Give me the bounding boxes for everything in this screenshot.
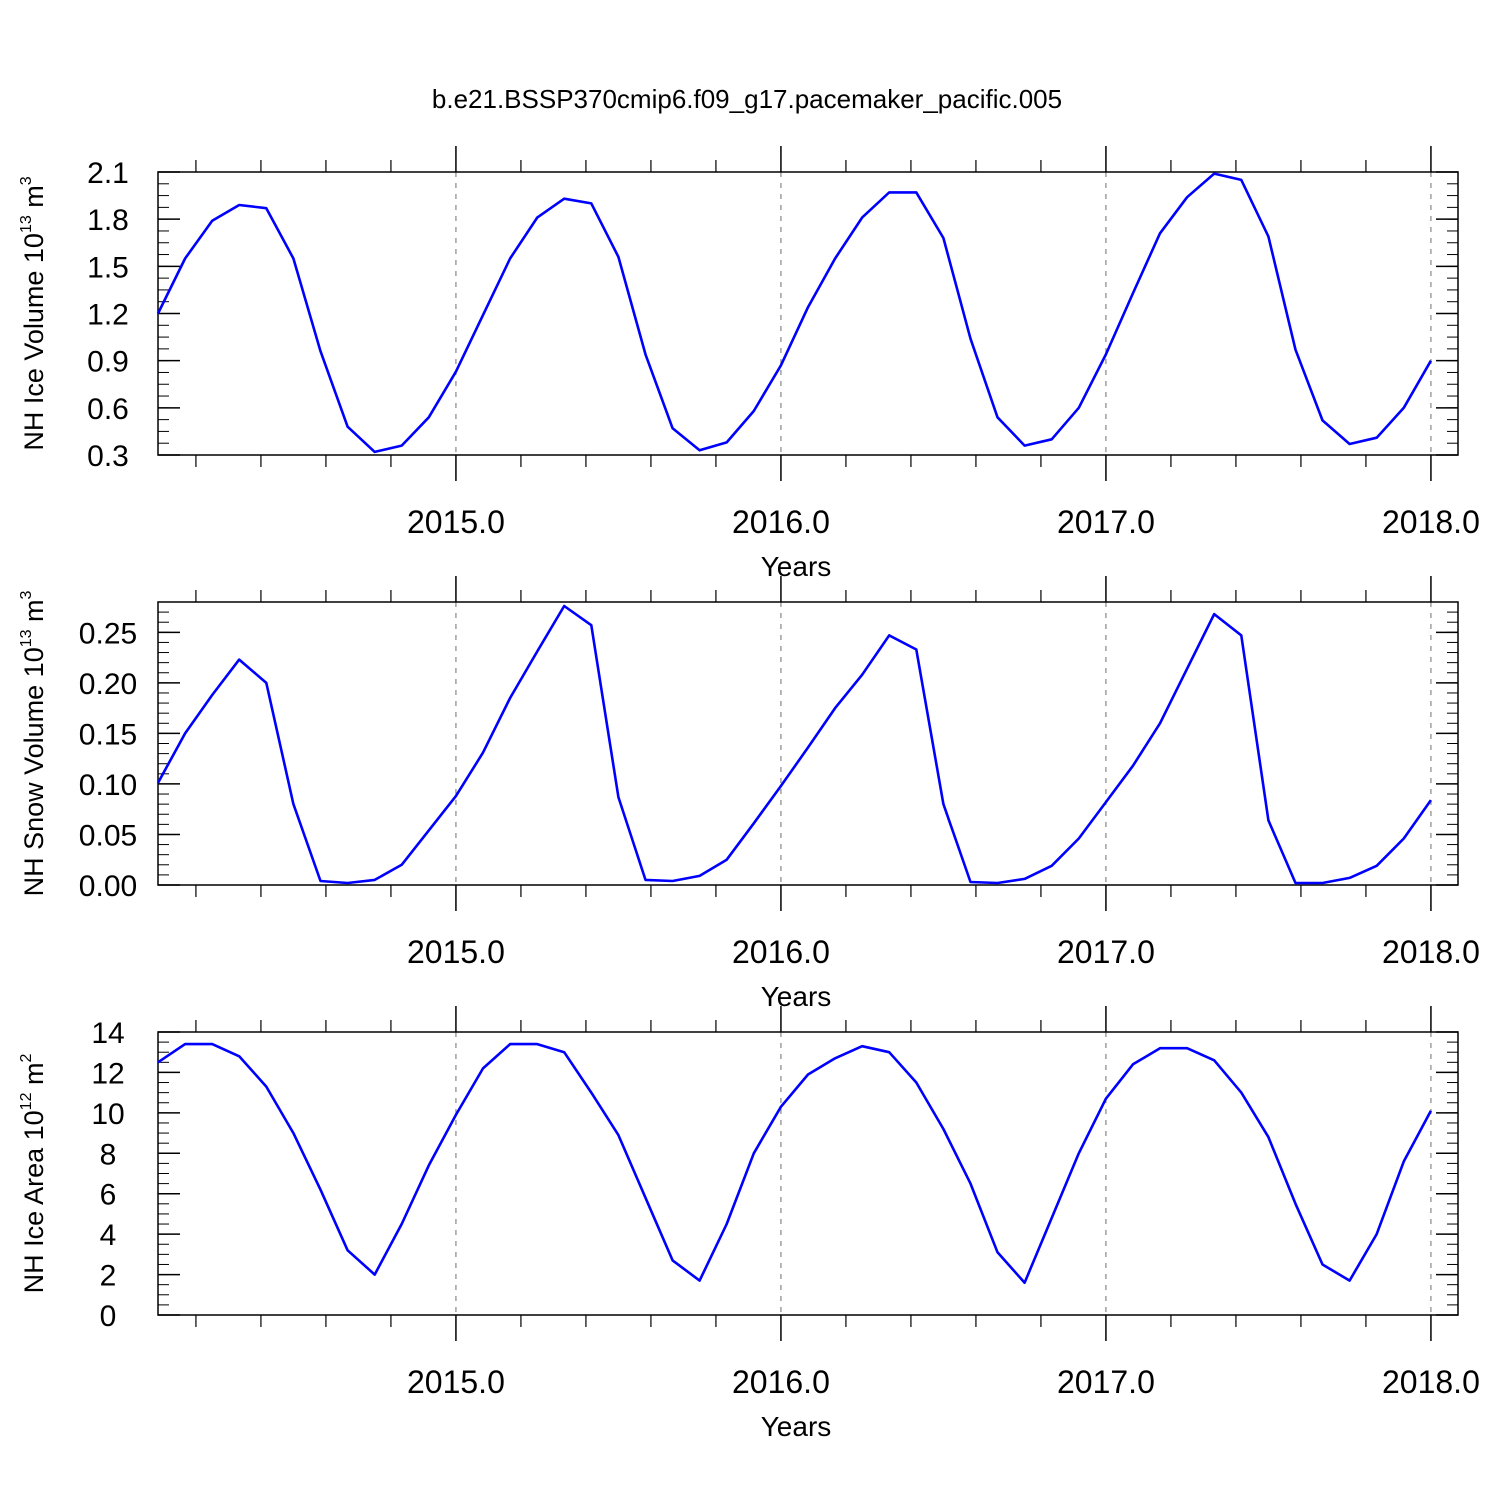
panel-2-y-label-text: m	[19, 599, 49, 629]
panel-2-x-tick-label: 2018.0	[1382, 934, 1480, 970]
panel-1-y-label-superscript: 13	[18, 215, 35, 233]
figure-title: b.e21.BSSP370cmip6.f09_g17.pacemaker_pac…	[432, 84, 1062, 114]
panel-2-y-label-text: NH Snow Volume 10	[19, 647, 49, 896]
panel-2-x-tick-label: 2015.0	[407, 934, 505, 970]
panel-2-y-tick-label: 0.05	[79, 819, 137, 852]
panel-2-y-tick-label: 0.25	[79, 617, 137, 650]
panel-3-x-tick-label: 2015.0	[407, 1364, 505, 1400]
panel-2-y-label-superscript: 13	[18, 629, 35, 647]
panel-3-y-label-text: NH Ice Area 10	[19, 1110, 49, 1293]
panel-1-y-tick-label: 0.9	[87, 346, 129, 379]
panel-3-y-tick-label: 8	[100, 1138, 117, 1171]
panel-3-y-tick-label: 12	[91, 1057, 124, 1090]
panel-3-y-tick-label: 2	[100, 1260, 117, 1293]
panel-2-y-tick-label: 0.20	[79, 668, 137, 701]
panel-3-y-axis-label: NH Ice Area 1012 m2	[18, 1054, 49, 1294]
panel-1-y-tick-label: 1.5	[87, 251, 129, 284]
panel-1-y-tick-label: 0.3	[87, 440, 129, 473]
panel-2-frame	[157, 601, 1459, 886]
panel-1-x-tick-label: 2017.0	[1057, 504, 1155, 540]
panel-1-frame	[157, 171, 1459, 456]
panel-3-x-tick-label: 2016.0	[732, 1364, 830, 1400]
panel-2-y-tick-label: 0.10	[79, 769, 137, 802]
panel-3-x-tick-label: 2017.0	[1057, 1364, 1155, 1400]
panel-3-y-label-text: m	[19, 1063, 49, 1093]
panel-1-x-axis-label: Years	[761, 551, 832, 582]
panel-1-y-tick-label: 1.2	[87, 299, 129, 332]
panel-3-x-axis-label: Years	[761, 1411, 832, 1442]
panel-3-y-tick-label: 14	[91, 1017, 124, 1050]
panel-3-y-tick-label: 0	[100, 1300, 117, 1333]
panel-1-y-label-text: NH Ice Volume 10	[19, 233, 49, 451]
panel-1-y-axis-label: NH Ice Volume 1013 m3	[18, 176, 49, 450]
panel-3-y-label-superscript: 2	[18, 1054, 35, 1063]
panel-1-y-label-text: m	[19, 185, 49, 215]
panel-3-y-tick-label: 4	[100, 1219, 117, 1252]
panel-2-y-label-superscript: 3	[18, 590, 35, 599]
panel-1-y-tick-label: 1.8	[87, 204, 129, 237]
panel-1-y-tick-label: 0.6	[87, 393, 129, 426]
panel-1-y-label-superscript: 3	[18, 176, 35, 185]
panel-1-x-tick-label: 2018.0	[1382, 504, 1480, 540]
panel-1-series-line	[156, 172, 1433, 454]
panel-2-y-tick-label: 0.00	[79, 870, 137, 903]
panel-2-y-tick-label: 0.15	[79, 718, 137, 751]
panel-2-x-tick-label: 2017.0	[1057, 934, 1155, 970]
panel-3-y-label-superscript: 12	[18, 1092, 35, 1110]
panel-2-y-axis-label: NH Snow Volume 1013 m3	[18, 590, 49, 896]
panel-1-y-tick-label: 2.1	[87, 157, 129, 190]
panel-3-x-tick-label: 2018.0	[1382, 1364, 1480, 1400]
panel-2-x-tick-label: 2016.0	[732, 934, 830, 970]
panel-2-x-axis-label: Years	[761, 981, 832, 1012]
panel-2-series-line	[156, 604, 1432, 885]
panel-3-y-tick-label: 10	[91, 1098, 124, 1131]
panel-1-x-tick-label: 2016.0	[732, 504, 830, 540]
panel-3-series-line	[157, 1042, 1433, 1284]
panel-3-y-tick-label: 6	[100, 1179, 117, 1212]
panel-1-x-tick-label: 2015.0	[407, 504, 505, 540]
